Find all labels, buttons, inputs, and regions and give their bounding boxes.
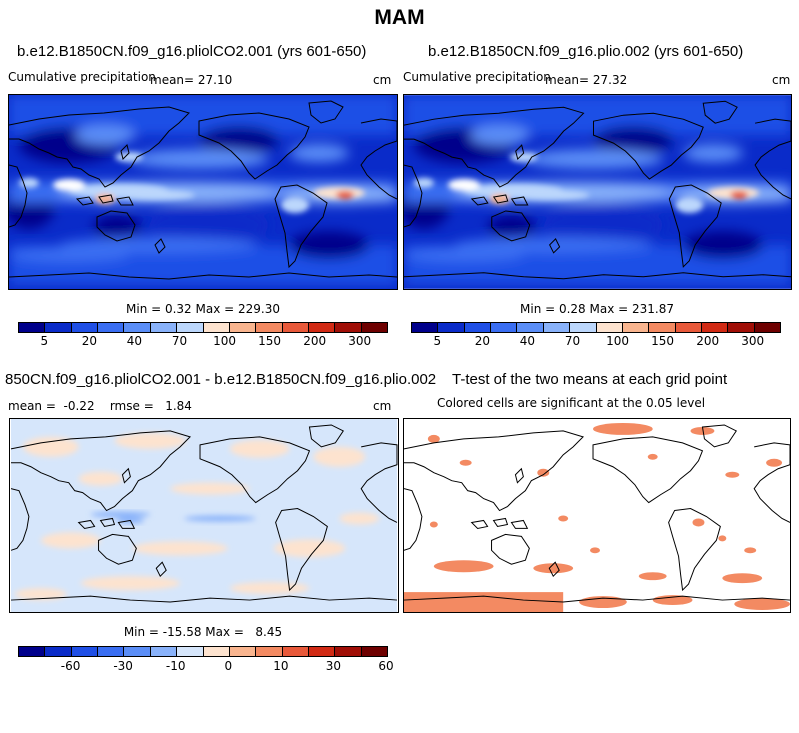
panel3-colorbar-swatch bbox=[335, 647, 362, 656]
panel3-colorbar-swatch bbox=[124, 647, 151, 656]
panel2-colorbar-tick-label: 200 bbox=[696, 334, 720, 348]
figure-title: MAM bbox=[374, 6, 425, 29]
panel2-mean-label: mean= 27.32 bbox=[545, 73, 628, 87]
panel1-variable-label: Cumulative precipitation bbox=[8, 70, 156, 84]
panel1-colorbar-swatch bbox=[124, 323, 151, 332]
panel3-colorbar-swatch bbox=[256, 647, 283, 656]
panel1-colorbar bbox=[18, 322, 388, 333]
panel1-units: cm bbox=[373, 73, 392, 87]
panel1-colorbar-swatch bbox=[45, 323, 72, 332]
panel3-colorbar-swatch bbox=[229, 647, 257, 656]
panel3-colorbar-tick-label: -60 bbox=[60, 659, 81, 673]
panel2-units: cm bbox=[772, 73, 791, 87]
panel2-colorbar-tick-label: 70 bbox=[564, 334, 581, 348]
panel2-colorbar-swatch bbox=[570, 323, 597, 332]
panel1-colorbar-tick-label: 20 bbox=[81, 334, 97, 348]
panel1-colorbar-swatch bbox=[308, 323, 336, 332]
panel3-colorbar-swatch bbox=[71, 647, 99, 656]
panel2-colorbar-swatch bbox=[754, 323, 781, 332]
panel2-colorbar-swatch bbox=[412, 323, 439, 332]
panel3-colorbar-swatch bbox=[98, 647, 125, 656]
panel3-colorbar-tick-label: 60 bbox=[378, 659, 394, 673]
panel3-colorbar-tick-label: 30 bbox=[325, 659, 342, 673]
panel3-colorbar-swatch bbox=[282, 647, 309, 656]
panel3-colorbar-tick-label: -10 bbox=[165, 659, 186, 673]
panel3-colorbar-swatch bbox=[177, 647, 204, 656]
panel1-colorbar-tick-label: 40 bbox=[126, 334, 143, 348]
panel2-colorbar-swatch bbox=[622, 323, 650, 332]
panel1-stats: Min = 0.32 Max = 229.30 bbox=[126, 302, 280, 316]
panel2-colorbar-swatch bbox=[464, 323, 492, 332]
panel2-colorbar-swatch bbox=[728, 323, 755, 332]
panel4-title: T-test of the two means at each grid poi… bbox=[452, 371, 728, 388]
panel1-colorbar-ticks: 5 20 40 70 100 150 200 300 bbox=[18, 334, 386, 350]
panel4-subtitle: Colored cells are significant at the 0.0… bbox=[437, 396, 706, 410]
panel3-colorbar-tick-label: 10 bbox=[273, 659, 289, 673]
panel2-colorbar-swatch bbox=[543, 323, 571, 332]
panel1-colorbar-swatch bbox=[256, 323, 283, 332]
panel2-precip-map bbox=[403, 94, 792, 290]
panel2-colorbar bbox=[411, 322, 781, 333]
panel1-colorbar-tick-label: 200 bbox=[303, 334, 327, 348]
panel3-colorbar-swatch bbox=[150, 647, 178, 656]
panel1-colorbar-tick-label: 100 bbox=[213, 334, 236, 348]
panel1-colorbar-tick-label: 5 bbox=[40, 334, 49, 348]
panel4-ttest-map bbox=[403, 418, 791, 613]
panel2-colorbar-tick-label: 300 bbox=[741, 334, 765, 348]
panel1-mean-label: mean= 27.10 bbox=[150, 73, 233, 87]
panel2-title: b.e12.B1850CN.f09_g16.plio.002 (yrs 601-… bbox=[428, 43, 744, 60]
panel1-colorbar-swatch bbox=[229, 323, 257, 332]
panel2-stats: Min = 0.28 Max = 231.87 bbox=[520, 302, 674, 316]
panel3-colorbar-tick-label: 0 bbox=[224, 659, 233, 673]
panel3-colorbar-swatch bbox=[45, 647, 72, 656]
panel3-stats: Min = -15.58 Max = 8.45 bbox=[123, 625, 283, 639]
panel3-title: 850CN.f09_g16.pliolCO2.001 - b.e12.B1850… bbox=[5, 371, 437, 388]
panel2-colorbar-tick-label: 150 bbox=[651, 334, 675, 348]
panel3-colorbar-swatch bbox=[308, 647, 336, 656]
panel1-colorbar-tick-label: 150 bbox=[258, 334, 282, 348]
panel1-colorbar-tick-label: 300 bbox=[348, 334, 372, 348]
panel1-precip-map bbox=[8, 94, 398, 290]
panel2-colorbar-tick-label: 40 bbox=[519, 334, 536, 348]
panel3-colorbar-tick-label: -30 bbox=[113, 659, 133, 673]
panel2-colorbar-ticks: 5 20 40 70 100 150 200 300 bbox=[411, 334, 779, 350]
panel2-variable-label: Cumulative precipitation bbox=[403, 70, 551, 84]
panel3-mean-rmse: mean = -0.22 rmse = 1.84 bbox=[8, 399, 192, 413]
panel2-colorbar-swatch bbox=[517, 323, 544, 332]
panel1-colorbar-swatch bbox=[19, 323, 46, 332]
panel1-colorbar-swatch bbox=[282, 323, 309, 332]
panel3-colorbar-ticks: -60 -30 -10 0 10 30 60 bbox=[18, 659, 394, 675]
panel2-colorbar-swatch bbox=[596, 323, 623, 332]
panel1-colorbar-swatch bbox=[150, 323, 178, 332]
panel3-difference-map bbox=[9, 418, 399, 613]
panel1-colorbar-swatch bbox=[203, 323, 230, 332]
panel3-units: cm bbox=[373, 399, 392, 413]
panel1-colorbar-swatch bbox=[71, 323, 99, 332]
panel3-colorbar bbox=[18, 646, 388, 657]
panel2-colorbar-swatch bbox=[438, 323, 465, 332]
panel1-colorbar-swatch bbox=[98, 323, 125, 332]
panel1-colorbar-tick-label: 70 bbox=[171, 334, 188, 348]
panel2-colorbar-tick-label: 20 bbox=[474, 334, 490, 348]
panel2-colorbar-swatch bbox=[675, 323, 702, 332]
panel1-colorbar-swatch bbox=[335, 323, 362, 332]
panel2-colorbar-swatch bbox=[701, 323, 729, 332]
panel1-colorbar-swatch bbox=[177, 323, 204, 332]
panel1-colorbar-swatch bbox=[361, 323, 388, 332]
panel2-colorbar-tick-label: 100 bbox=[606, 334, 629, 348]
panel1-title: b.e12.B1850CN.f09_g16.pliolCO2.001 (yrs … bbox=[17, 43, 367, 60]
panel2-colorbar-swatch bbox=[649, 323, 676, 332]
panel2-colorbar-swatch bbox=[491, 323, 518, 332]
panel2-colorbar-tick-label: 5 bbox=[433, 334, 442, 348]
panel3-colorbar-swatch bbox=[361, 647, 388, 656]
panel3-colorbar-swatch bbox=[19, 647, 46, 656]
panel3-colorbar-swatch bbox=[203, 647, 230, 656]
